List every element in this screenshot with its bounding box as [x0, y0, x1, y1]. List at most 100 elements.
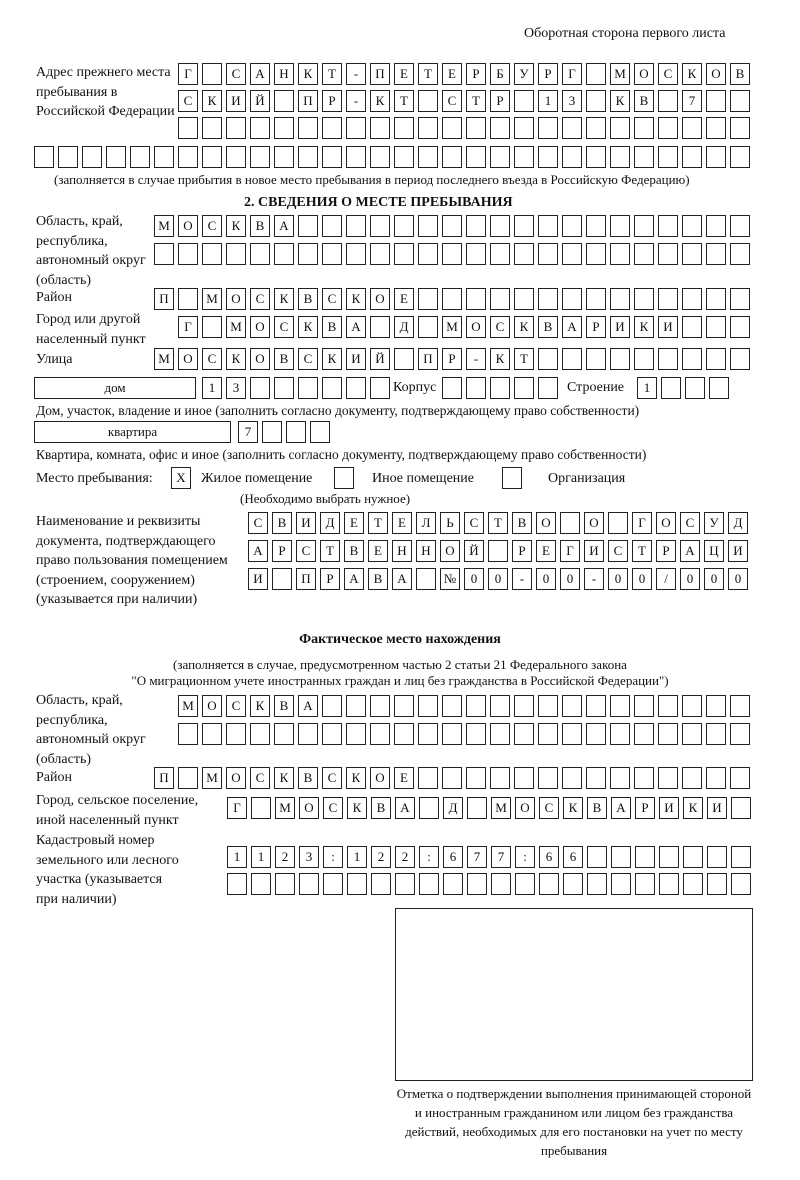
char-cell[interactable]: [370, 695, 390, 717]
char-cell[interactable]: А: [562, 316, 582, 338]
char-cell[interactable]: -: [346, 90, 366, 112]
char-cell[interactable]: С: [250, 767, 270, 789]
char-cell[interactable]: [706, 215, 726, 237]
char-cell[interactable]: [682, 348, 702, 370]
char-cell[interactable]: [58, 146, 78, 168]
char-cell[interactable]: [538, 146, 558, 168]
char-cell[interactable]: [467, 873, 487, 895]
char-cell[interactable]: [706, 288, 726, 310]
char-cell[interactable]: [707, 846, 727, 868]
char-cell[interactable]: 0: [608, 568, 628, 590]
char-cell[interactable]: А: [298, 695, 318, 717]
char-cell[interactable]: [562, 288, 582, 310]
char-cell[interactable]: Р: [320, 568, 340, 590]
char-cell[interactable]: [491, 873, 511, 895]
char-cell[interactable]: [442, 146, 462, 168]
char-cell[interactable]: [658, 348, 678, 370]
char-cell[interactable]: [202, 146, 222, 168]
char-cell[interactable]: 6: [539, 846, 559, 868]
char-cell[interactable]: [515, 873, 535, 895]
char-cell[interactable]: И: [296, 512, 316, 534]
char-cell[interactable]: [394, 723, 414, 745]
char-cell[interactable]: О: [226, 288, 246, 310]
char-cell[interactable]: [706, 146, 726, 168]
char-cell[interactable]: 1: [538, 90, 558, 112]
char-cell[interactable]: В: [512, 512, 532, 534]
char-cell[interactable]: 7: [682, 90, 702, 112]
char-cell[interactable]: К: [274, 767, 294, 789]
char-cell[interactable]: [634, 723, 654, 745]
char-cell[interactable]: О: [226, 767, 246, 789]
char-cell[interactable]: [610, 767, 630, 789]
char-cell[interactable]: [586, 146, 606, 168]
char-cell[interactable]: [682, 695, 702, 717]
char-cell[interactable]: [731, 873, 751, 895]
char-cell[interactable]: [322, 146, 342, 168]
char-cell[interactable]: [370, 215, 390, 237]
char-cell[interactable]: [538, 348, 558, 370]
char-cell[interactable]: Д: [728, 512, 748, 534]
char-cell[interactable]: Т: [514, 348, 534, 370]
char-cell[interactable]: [682, 146, 702, 168]
char-cell[interactable]: [442, 767, 462, 789]
char-cell[interactable]: [370, 146, 390, 168]
char-cell[interactable]: [347, 873, 367, 895]
char-cell[interactable]: [634, 146, 654, 168]
char-cell[interactable]: 1: [251, 846, 271, 868]
char-cell[interactable]: [659, 846, 679, 868]
char-cell[interactable]: [322, 695, 342, 717]
char-cell[interactable]: [466, 767, 486, 789]
char-cell[interactable]: [562, 695, 582, 717]
char-cell[interactable]: [418, 146, 438, 168]
char-cell[interactable]: Е: [536, 540, 556, 562]
char-cell[interactable]: Т: [320, 540, 340, 562]
char-cell[interactable]: [272, 568, 292, 590]
char-cell[interactable]: [106, 146, 126, 168]
char-cell[interactable]: [346, 243, 366, 265]
char-cell[interactable]: И: [226, 90, 246, 112]
char-cell[interactable]: Е: [344, 512, 364, 534]
char-cell[interactable]: Г: [632, 512, 652, 534]
char-cell[interactable]: Ь: [440, 512, 460, 534]
char-cell[interactable]: 0: [488, 568, 508, 590]
char-cell[interactable]: [562, 243, 582, 265]
char-cell[interactable]: С: [202, 215, 222, 237]
char-cell[interactable]: В: [634, 90, 654, 112]
char-cell[interactable]: [608, 512, 628, 534]
char-cell[interactable]: М: [178, 695, 198, 717]
char-cell[interactable]: [466, 117, 486, 139]
char-cell[interactable]: В: [371, 797, 391, 819]
char-cell[interactable]: 3: [562, 90, 582, 112]
char-cell[interactable]: К: [490, 348, 510, 370]
char-cell[interactable]: [466, 215, 486, 237]
char-cell[interactable]: [394, 243, 414, 265]
char-cell[interactable]: [610, 117, 630, 139]
char-cell[interactable]: К: [298, 63, 318, 85]
char-cell[interactable]: Е: [394, 288, 414, 310]
char-cell[interactable]: :: [323, 846, 343, 868]
char-cell[interactable]: [418, 723, 438, 745]
char-cell[interactable]: 3: [226, 377, 246, 399]
char-cell[interactable]: [730, 695, 750, 717]
char-cell[interactable]: Г: [178, 63, 198, 85]
char-cell[interactable]: В: [250, 215, 270, 237]
char-cell[interactable]: [490, 146, 510, 168]
char-cell[interactable]: К: [683, 797, 703, 819]
char-cell[interactable]: [586, 767, 606, 789]
char-cell[interactable]: 2: [371, 846, 391, 868]
char-cell[interactable]: О: [178, 348, 198, 370]
char-cell[interactable]: [202, 316, 222, 338]
char-cell[interactable]: В: [730, 63, 750, 85]
char-cell[interactable]: 0: [560, 568, 580, 590]
char-cell[interactable]: [178, 767, 198, 789]
char-cell[interactable]: [274, 146, 294, 168]
char-cell[interactable]: Е: [394, 767, 414, 789]
char-cell[interactable]: [442, 723, 462, 745]
char-cell[interactable]: [514, 243, 534, 265]
char-cell[interactable]: О: [370, 767, 390, 789]
char-cell[interactable]: [416, 568, 436, 590]
char-cell[interactable]: [682, 316, 702, 338]
char-cell[interactable]: К: [370, 90, 390, 112]
char-cell[interactable]: [587, 846, 607, 868]
char-cell[interactable]: [250, 117, 270, 139]
